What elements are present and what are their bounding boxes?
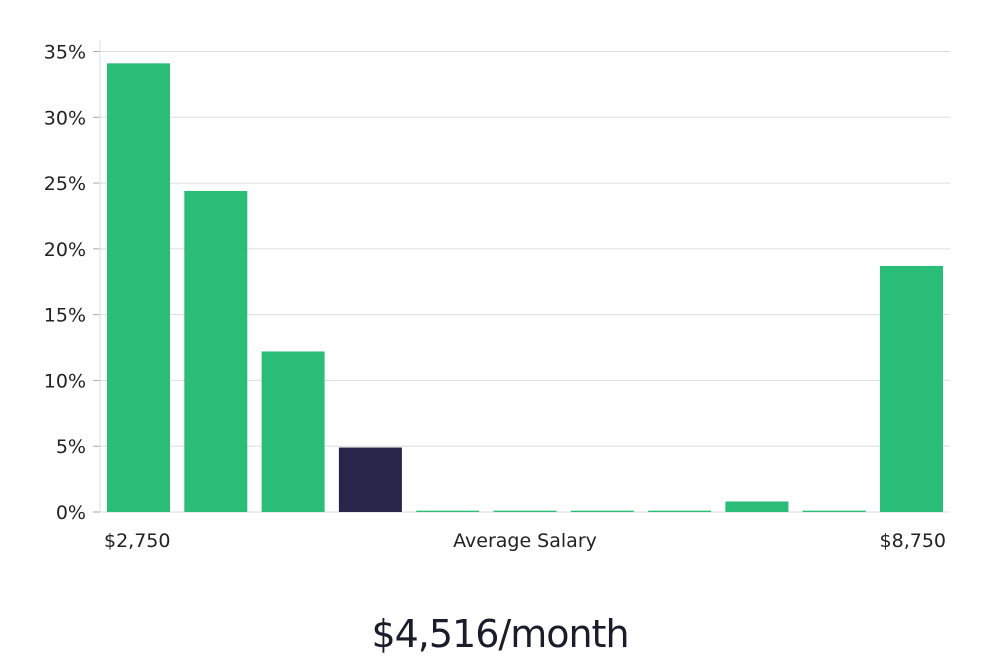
y-tick-label: 30% [44,107,86,129]
x-axis-title: Average Salary [453,530,597,552]
salary-distribution-chart: 0% 5% 10% 15% 20% 25% 30% 35% $2,750 Average Sa… [44,40,950,552]
y-tick-label: 10% [44,370,86,392]
bar [261,351,325,512]
y-tick-label: 20% [44,239,86,261]
y-tick-label: 5% [56,436,86,458]
bar [570,510,634,512]
average-salary-headline: $4,516/month [371,612,629,656]
bar [184,190,248,513]
y-tick-label: 35% [44,42,86,64]
x-axis-max-label: $8,750 [880,530,946,552]
bar [648,510,712,512]
bar [416,510,480,512]
bar [725,501,789,512]
bar [802,510,866,512]
bar [493,510,557,512]
y-tick-label: 25% [44,173,86,195]
bar [107,63,170,512]
axes: 0% 5% 10% 15% 20% 25% 30% 35% [44,40,101,524]
bar-highlighted [338,447,402,512]
x-axis-min-label: $2,750 [104,530,170,552]
y-tick-label: 0% [56,502,86,524]
y-tick-label: 15% [44,305,86,327]
bar [880,265,943,512]
bars [107,63,943,513]
